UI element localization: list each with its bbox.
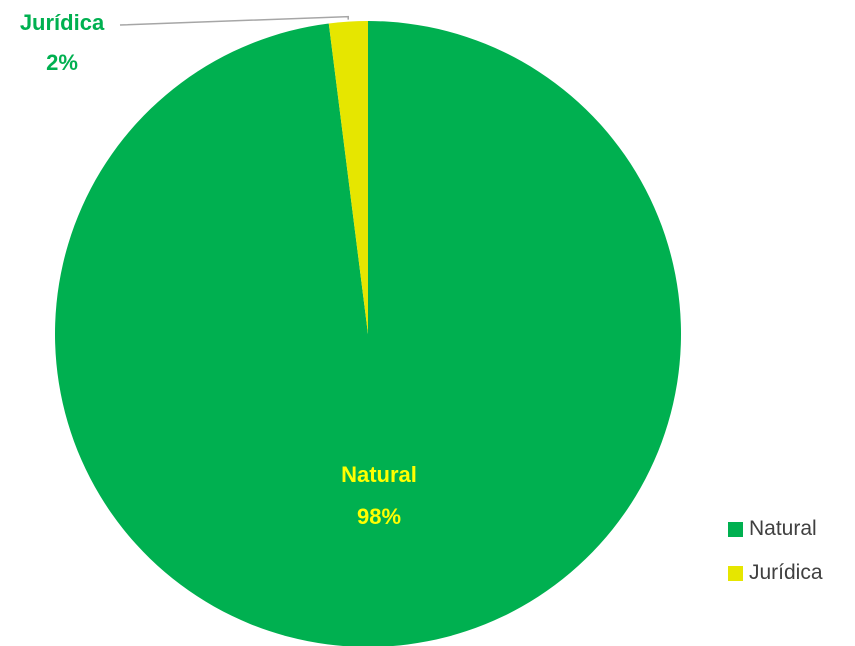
legend-item-natural: Natural (728, 514, 853, 544)
legend-swatch-juridica (728, 565, 743, 581)
data-label-natural-value: 98% (357, 504, 401, 529)
legend-label-juridica: Jurídica (749, 561, 823, 584)
legend-swatch-natural (728, 521, 743, 537)
data-label-natural-name: Natural (341, 462, 417, 487)
leader-line-juridica (119, 15, 349, 26)
chart-legend: Natural Jurídica (728, 514, 853, 602)
legend-item-juridica: Jurídica (728, 558, 853, 588)
data-label-juridica-value: 2% (46, 50, 78, 75)
pie-slice-jurdica (328, 21, 368, 334)
data-label-juridica-name: Jurídica (20, 10, 105, 35)
pie-slice-natural (55, 21, 681, 646)
pie-slices (55, 21, 681, 646)
legend-label-natural: Natural (749, 517, 817, 540)
